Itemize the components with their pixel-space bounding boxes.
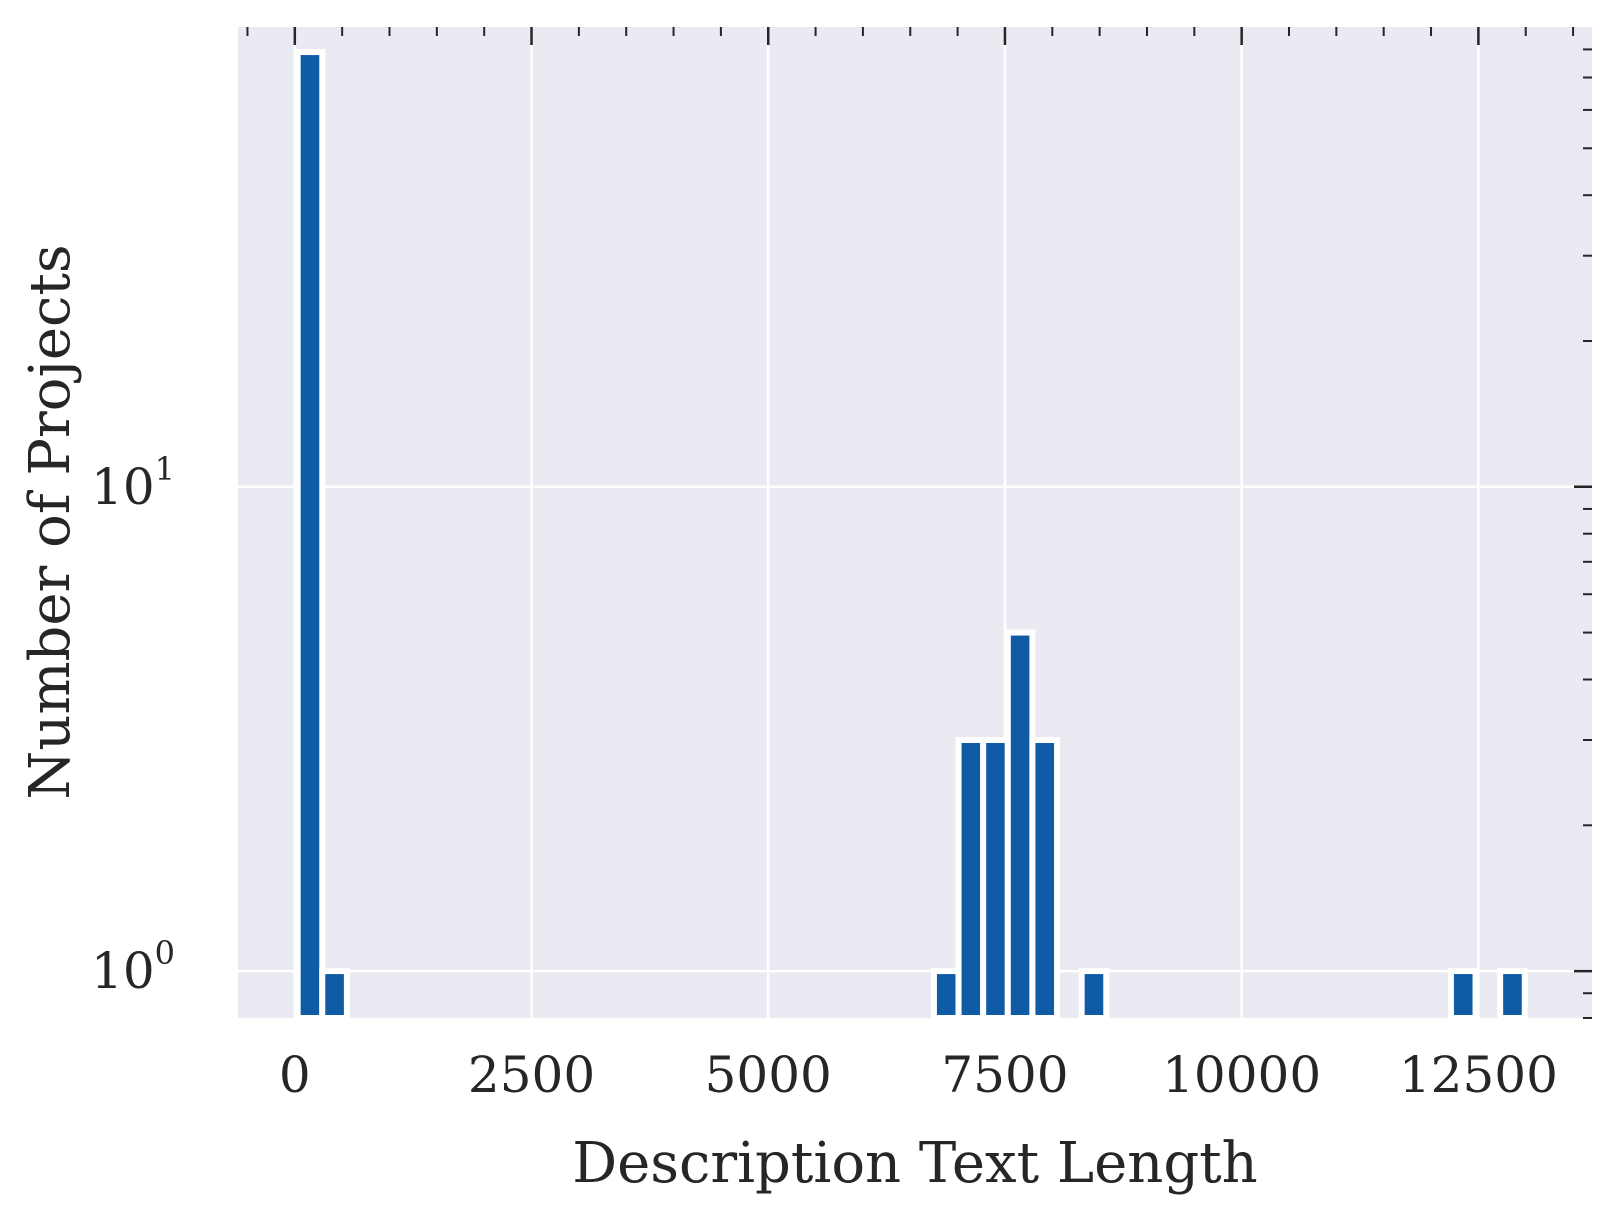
histogram-bar	[1004, 629, 1036, 1021]
x-tick-label: 12500	[1399, 1046, 1558, 1104]
histogram-bar	[980, 737, 1011, 1021]
histogram-bar	[319, 968, 350, 1021]
histogram-bars	[294, 49, 1528, 1022]
x-tick-label: 10000	[1162, 1046, 1321, 1104]
histogram-bar	[294, 49, 326, 1022]
y-axis-label: Number of Projects	[18, 244, 83, 799]
plot-background	[238, 27, 1592, 1018]
histogram-bar	[1078, 968, 1110, 1021]
histogram-bar	[1029, 737, 1061, 1021]
x-axis-label: Description Text Length	[572, 1131, 1258, 1196]
y-tick-label: 100	[91, 934, 175, 1000]
x-tick-label: 0	[279, 1046, 311, 1104]
axis-ticks	[246, 27, 1592, 1019]
x-tick-labels: 0 2500 5000 7500 10000 12500	[279, 1046, 1558, 1104]
histogram-bar	[1447, 968, 1479, 1021]
x-tick-label: 7500	[941, 1046, 1068, 1104]
histogram-bar	[930, 968, 962, 1021]
y-tick-labels: 100 101	[91, 450, 175, 1000]
x-tick-label: 5000	[705, 1046, 832, 1104]
x-tick-label: 2500	[468, 1046, 595, 1104]
histogram-bar	[955, 737, 987, 1021]
grid-lines	[238, 27, 1592, 1018]
histogram-bar	[1497, 968, 1528, 1021]
y-tick-label: 101	[91, 450, 175, 516]
